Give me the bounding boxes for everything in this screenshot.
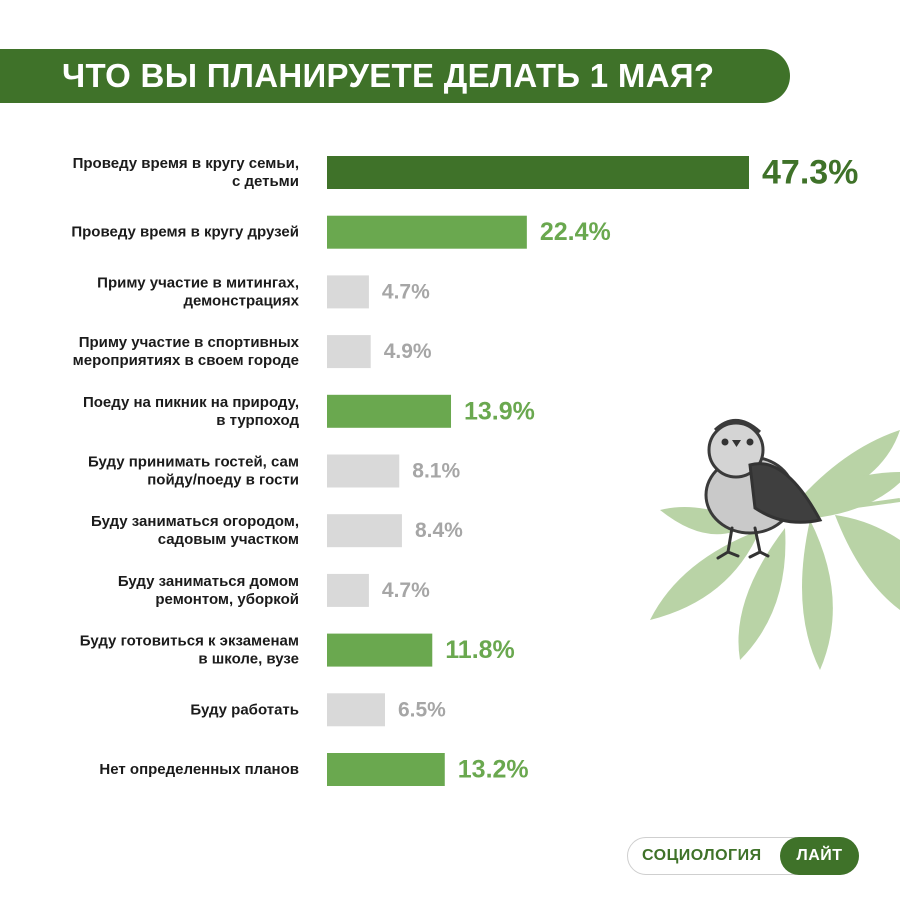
category-label-6: Буду принимать гостей, сам пойду/поеду в … [88, 454, 299, 489]
category-label-line: в турпоход [216, 412, 299, 429]
bar-3 [327, 275, 369, 309]
value-label-3: 4.7% [382, 280, 430, 303]
title-banner: ЧТО ВЫ ПЛАНИРУЕТЕ ДЕЛАТЬ 1 МАЯ? [0, 49, 790, 103]
category-label-line: Нет определенных планов [99, 761, 299, 778]
category-label-8: Буду заниматься домом ремонтом, уборкой [118, 573, 299, 608]
bar-5 [327, 394, 452, 428]
category-label-line: ремонтом, уборкой [155, 591, 299, 608]
category-label-11: Нет определенных планов [99, 761, 299, 778]
category-label-line: Поеду на пикник на природу, [83, 394, 299, 411]
bar-11 [327, 753, 445, 786]
category-label-line: Приму участие в спортивных [79, 334, 300, 351]
bird-icon [704, 419, 823, 560]
category-label-line: Буду работать [190, 701, 299, 718]
bar-2 [327, 215, 527, 249]
category-label-2: Проведу время в кругу друзей [71, 224, 299, 241]
category-label-10: Буду работать [190, 701, 299, 718]
value-label-11: 13.2% [458, 756, 529, 784]
value-label-4: 4.9% [384, 340, 432, 363]
category-label-line: садовым участком [158, 531, 299, 548]
value-label-1: 47.3% [762, 154, 858, 192]
category-label-7: Буду заниматься огородом, садовым участко… [91, 513, 299, 548]
category-label-line: Буду принимать гостей, сам [88, 454, 299, 471]
bar-8 [327, 573, 369, 607]
category-label-line: Буду заниматься домом [118, 573, 299, 590]
value-label-10: 6.5% [398, 698, 446, 721]
value-label-6: 8.1% [412, 460, 460, 483]
bar-10 [327, 693, 385, 727]
page-title: ЧТО ВЫ ПЛАНИРУЕТЕ ДЕЛАТЬ 1 МАЯ? [62, 57, 715, 94]
value-label-2: 22.4% [540, 218, 611, 246]
value-label-8: 4.7% [382, 579, 430, 602]
bar-1 [327, 156, 749, 189]
value-label-9: 11.8% [445, 636, 515, 664]
bar-6 [327, 454, 400, 488]
bird-on-branch-illustration [650, 419, 900, 670]
bar-7 [327, 514, 402, 548]
brand-name: СОЦИОЛОГИЯ [642, 847, 762, 864]
category-label-line: Проведу время в кругу семьи, [73, 155, 299, 172]
brand-badge: ЛАЙТ [780, 836, 859, 875]
category-label-line: с детьми [232, 173, 299, 190]
bar-4 [327, 335, 371, 369]
category-label-line: мероприятиях в своем городе [73, 352, 299, 369]
category-label-3: Приму участие в митингах, демонстрациях [97, 274, 299, 309]
category-label-5: Поеду на пикник на природу, в турпоход [83, 394, 300, 429]
category-label-line: Приму участие в митингах, [97, 274, 299, 291]
category-label-line: в школе, вузе [198, 651, 299, 668]
category-label-line: Буду готовиться к экзаменам [80, 633, 299, 650]
category-label-4: Приму участие в спортивных мероприятиях в… [73, 334, 300, 369]
category-label-line: Проведу время в кругу друзей [71, 224, 299, 241]
value-label-5: 13.9% [464, 397, 535, 425]
bar-9 [327, 633, 433, 667]
category-label-1: Проведу время в кругу семьи, с детьми [73, 155, 299, 190]
category-label-9: Буду готовиться к экзаменам в школе, вузе [80, 633, 299, 668]
category-label-line: демонстрациях [183, 292, 299, 309]
brand-logo: СОЦИОЛОГИЯ ЛАЙТ [627, 836, 859, 875]
category-label-line: Буду заниматься огородом, [91, 513, 299, 530]
value-label-7: 8.4% [415, 519, 463, 542]
category-label-line: пойду/поеду в гости [147, 472, 299, 489]
